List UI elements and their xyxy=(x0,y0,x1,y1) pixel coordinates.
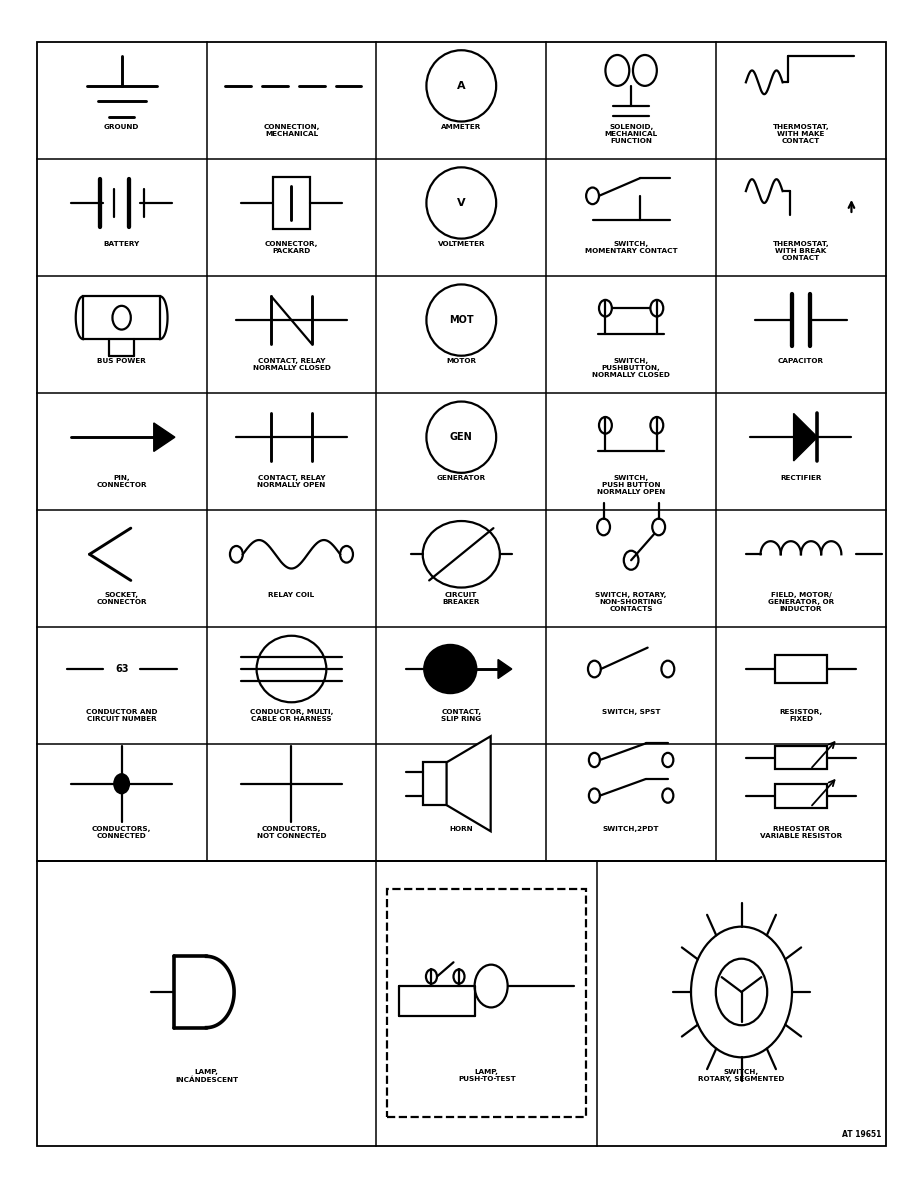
Text: AT 19651: AT 19651 xyxy=(842,1130,881,1139)
Text: RHEOSTAT OR
VARIABLE RESISTOR: RHEOSTAT OR VARIABLE RESISTOR xyxy=(760,826,842,839)
Circle shape xyxy=(716,959,767,1025)
Text: GROUND: GROUND xyxy=(104,124,140,129)
Circle shape xyxy=(230,546,242,563)
Text: CAPACITOR: CAPACITOR xyxy=(778,358,824,364)
Text: 63: 63 xyxy=(115,664,129,674)
Circle shape xyxy=(651,417,664,434)
Circle shape xyxy=(606,55,630,86)
Text: FIELD, MOTOR/
GENERATOR, OR
INDUCTOR: FIELD, MOTOR/ GENERATOR, OR INDUCTOR xyxy=(767,592,834,612)
Circle shape xyxy=(113,305,131,329)
Circle shape xyxy=(599,417,612,434)
Circle shape xyxy=(663,753,674,767)
Bar xyxy=(83,296,160,339)
Text: LAMP,
INCÁNDESCENT: LAMP, INCÁNDESCENT xyxy=(175,1069,238,1082)
Text: THERMOSTAT,
WITH BREAK
CONTACT: THERMOSTAT, WITH BREAK CONTACT xyxy=(773,241,829,260)
Text: GEN: GEN xyxy=(450,432,473,442)
Text: RELAY COIL: RELAY COIL xyxy=(268,592,315,598)
Text: CONDUCTORS,
CONNECTED: CONDUCTORS, CONNECTED xyxy=(92,826,151,839)
Bar xyxy=(775,655,827,683)
Text: HORN: HORN xyxy=(450,826,473,832)
Circle shape xyxy=(633,55,657,86)
Circle shape xyxy=(663,789,674,803)
Polygon shape xyxy=(154,423,174,451)
Circle shape xyxy=(589,789,600,803)
Circle shape xyxy=(586,188,599,204)
Polygon shape xyxy=(498,659,512,678)
Polygon shape xyxy=(793,413,818,461)
Text: CONDUCTOR, MULTI,
CABLE OR HARNESS: CONDUCTOR, MULTI, CABLE OR HARNESS xyxy=(250,709,333,722)
Circle shape xyxy=(661,661,675,677)
Circle shape xyxy=(588,661,601,677)
Text: CONTACT,
SLIP RING: CONTACT, SLIP RING xyxy=(442,709,481,722)
Text: CIRCUIT
BREAKER: CIRCUIT BREAKER xyxy=(442,592,480,605)
Text: PIN,
CONNECTOR: PIN, CONNECTOR xyxy=(96,475,147,488)
Circle shape xyxy=(589,753,600,767)
Text: CONNECTOR,
PACKARD: CONNECTOR, PACKARD xyxy=(264,241,319,254)
Text: A: A xyxy=(457,81,465,90)
Ellipse shape xyxy=(427,402,497,473)
Circle shape xyxy=(340,546,353,563)
Text: RECTIFIER: RECTIFIER xyxy=(780,475,822,481)
Text: VOLTMETER: VOLTMETER xyxy=(438,241,485,247)
Circle shape xyxy=(653,519,666,536)
Text: SOCKET,
CONNECTOR: SOCKET, CONNECTOR xyxy=(96,592,147,605)
Ellipse shape xyxy=(427,50,497,121)
Ellipse shape xyxy=(427,168,497,239)
Text: SOLENOID,
MECHANICAL
FUNCTION: SOLENOID, MECHANICAL FUNCTION xyxy=(605,124,657,144)
Text: CONDUCTORS,
NOT CONNECTED: CONDUCTORS, NOT CONNECTED xyxy=(257,826,326,839)
Ellipse shape xyxy=(427,284,497,355)
Text: BATTERY: BATTERY xyxy=(104,241,140,247)
Bar xyxy=(387,889,587,1117)
Bar xyxy=(775,784,827,808)
Circle shape xyxy=(426,969,437,984)
Circle shape xyxy=(475,965,508,1007)
Text: SWITCH,
PUSH BUTTON
NORMALLY OPEN: SWITCH, PUSH BUTTON NORMALLY OPEN xyxy=(597,475,666,495)
Circle shape xyxy=(115,775,129,794)
Text: SWITCH, ROTARY,
NON-SHORTING
CONTACTS: SWITCH, ROTARY, NON-SHORTING CONTACTS xyxy=(596,592,666,612)
Text: CONDUCTOR AND
CIRCUIT NUMBER: CONDUCTOR AND CIRCUIT NUMBER xyxy=(86,709,157,722)
Circle shape xyxy=(599,299,612,316)
Circle shape xyxy=(624,551,639,570)
Polygon shape xyxy=(447,737,491,832)
Ellipse shape xyxy=(425,645,476,693)
Bar xyxy=(37,861,886,1146)
Text: SWITCH,
MOMENTARY CONTACT: SWITCH, MOMENTARY CONTACT xyxy=(585,241,677,254)
Text: SWITCH,
ROTARY, SEGMENTED: SWITCH, ROTARY, SEGMENTED xyxy=(699,1069,785,1082)
Circle shape xyxy=(651,299,664,316)
Bar xyxy=(775,746,827,770)
Text: THERMOSTAT,
WITH MAKE
CONTACT: THERMOSTAT, WITH MAKE CONTACT xyxy=(773,124,829,144)
Text: AMMETER: AMMETER xyxy=(442,124,481,129)
Text: V: V xyxy=(457,198,465,208)
Text: LAMP,
PUSH-TO-TEST: LAMP, PUSH-TO-TEST xyxy=(458,1069,516,1082)
Text: RESISTOR,
FIXED: RESISTOR, FIXED xyxy=(779,709,823,722)
Text: CONTACT, RELAY
NORMALLY OPEN: CONTACT, RELAY NORMALLY OPEN xyxy=(257,475,326,488)
Text: MOT: MOT xyxy=(449,315,474,326)
Text: CONTACT, RELAY
NORMALLY CLOSED: CONTACT, RELAY NORMALLY CLOSED xyxy=(252,358,330,371)
Text: SWITCH,
PUSHBUTTON,
NORMALLY CLOSED: SWITCH, PUSHBUTTON, NORMALLY CLOSED xyxy=(592,358,670,378)
Bar xyxy=(423,763,447,805)
Ellipse shape xyxy=(423,522,500,588)
Text: SWITCH,2PDT: SWITCH,2PDT xyxy=(603,826,659,832)
Ellipse shape xyxy=(425,645,476,693)
Circle shape xyxy=(597,519,610,536)
Bar xyxy=(274,177,309,229)
Ellipse shape xyxy=(256,636,327,702)
Text: CONNECTION,
MECHANICAL: CONNECTION, MECHANICAL xyxy=(263,124,319,137)
Text: GENERATOR: GENERATOR xyxy=(437,475,486,481)
Text: SWITCH, SPST: SWITCH, SPST xyxy=(602,709,660,715)
Circle shape xyxy=(691,927,792,1057)
Text: MOTOR: MOTOR xyxy=(446,358,476,364)
Text: BUS POWER: BUS POWER xyxy=(97,358,146,364)
Circle shape xyxy=(453,969,465,984)
Bar xyxy=(37,42,886,861)
